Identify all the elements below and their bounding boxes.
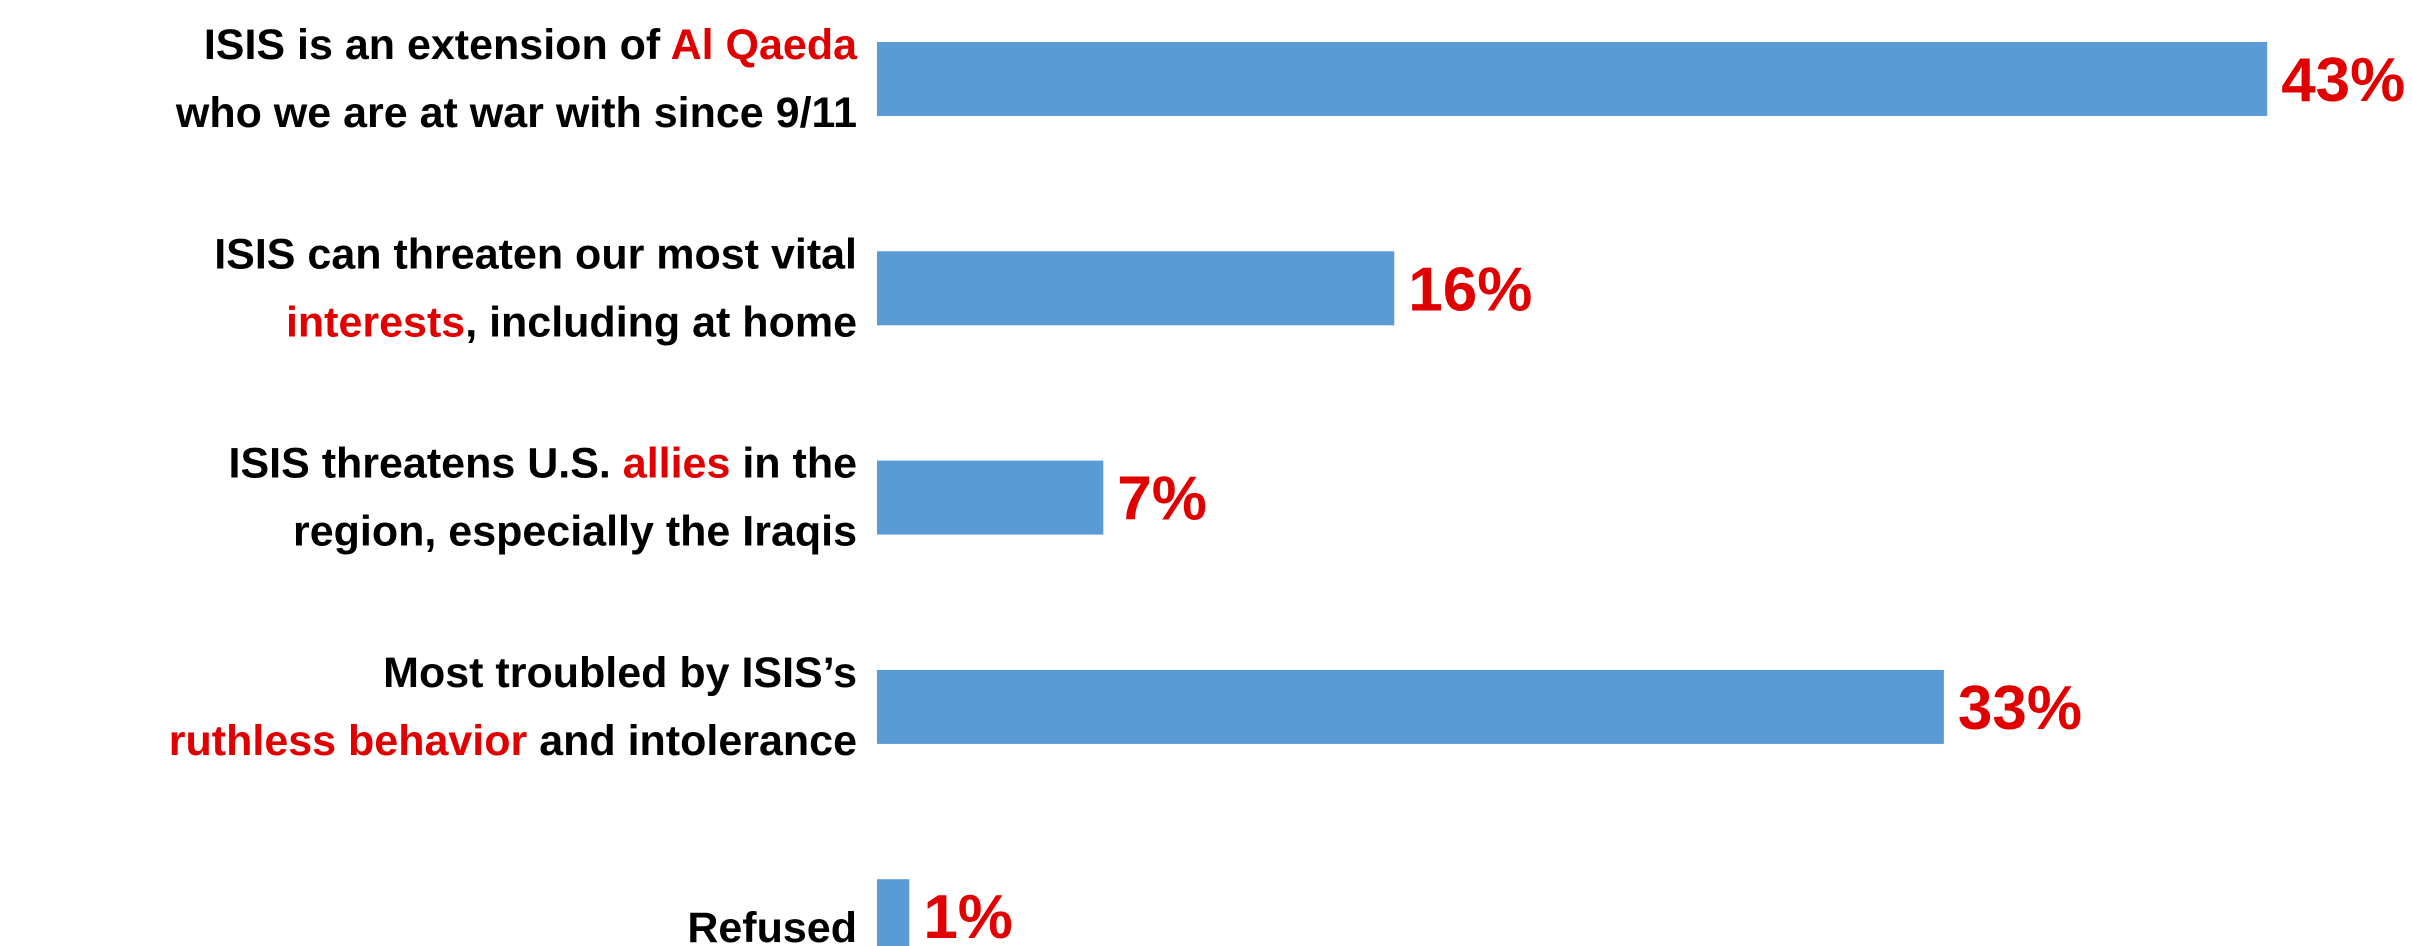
label-text: in the — [730, 440, 857, 488]
category-label: Refused — [687, 904, 857, 946]
label-text: region, especially the Iraqis — [293, 508, 857, 556]
value-label: 7% — [1117, 465, 1207, 534]
label-text: Refused — [687, 904, 857, 946]
label-text: Most troubled by ISIS’s — [383, 649, 857, 697]
category-label: region, especially the Iraqis — [293, 508, 857, 556]
highlight-text: Al Qaeda — [671, 21, 858, 69]
category-label: ruthless behavior and intolerance — [169, 717, 857, 765]
label-text: ISIS threatens U.S. — [229, 440, 623, 488]
value-label: 1% — [923, 883, 1013, 946]
value-label: 43% — [2281, 46, 2405, 115]
value-label: 33% — [1958, 674, 2082, 743]
label-text: and intolerance — [527, 717, 857, 765]
highlight-text: ruthless behavior — [169, 717, 528, 765]
bar — [877, 669, 1944, 744]
highlight-text: allies — [623, 440, 731, 488]
category-label: ISIS threatens U.S. allies in the — [229, 440, 858, 488]
label-text: ISIS can threaten our most vital — [214, 230, 857, 278]
label-text: who we are at war with since 9/11 — [175, 89, 857, 137]
category-label: who we are at war with since 9/11 — [175, 89, 857, 137]
value-label: 16% — [1408, 255, 1532, 324]
category-label: Most troubled by ISIS’s — [383, 649, 857, 697]
highlight-text: interests — [286, 298, 465, 346]
bar — [877, 42, 2268, 116]
category-label: ISIS can threaten our most vital — [214, 230, 857, 278]
bar — [877, 460, 1104, 535]
category-label: ISIS is an extension of Al Qaeda — [204, 21, 858, 69]
bar — [877, 251, 1395, 326]
category-label: interests, including at home — [286, 298, 857, 346]
label-text: , including at home — [465, 298, 857, 346]
bar — [877, 879, 910, 946]
label-text: ISIS is an extension of — [204, 21, 671, 69]
